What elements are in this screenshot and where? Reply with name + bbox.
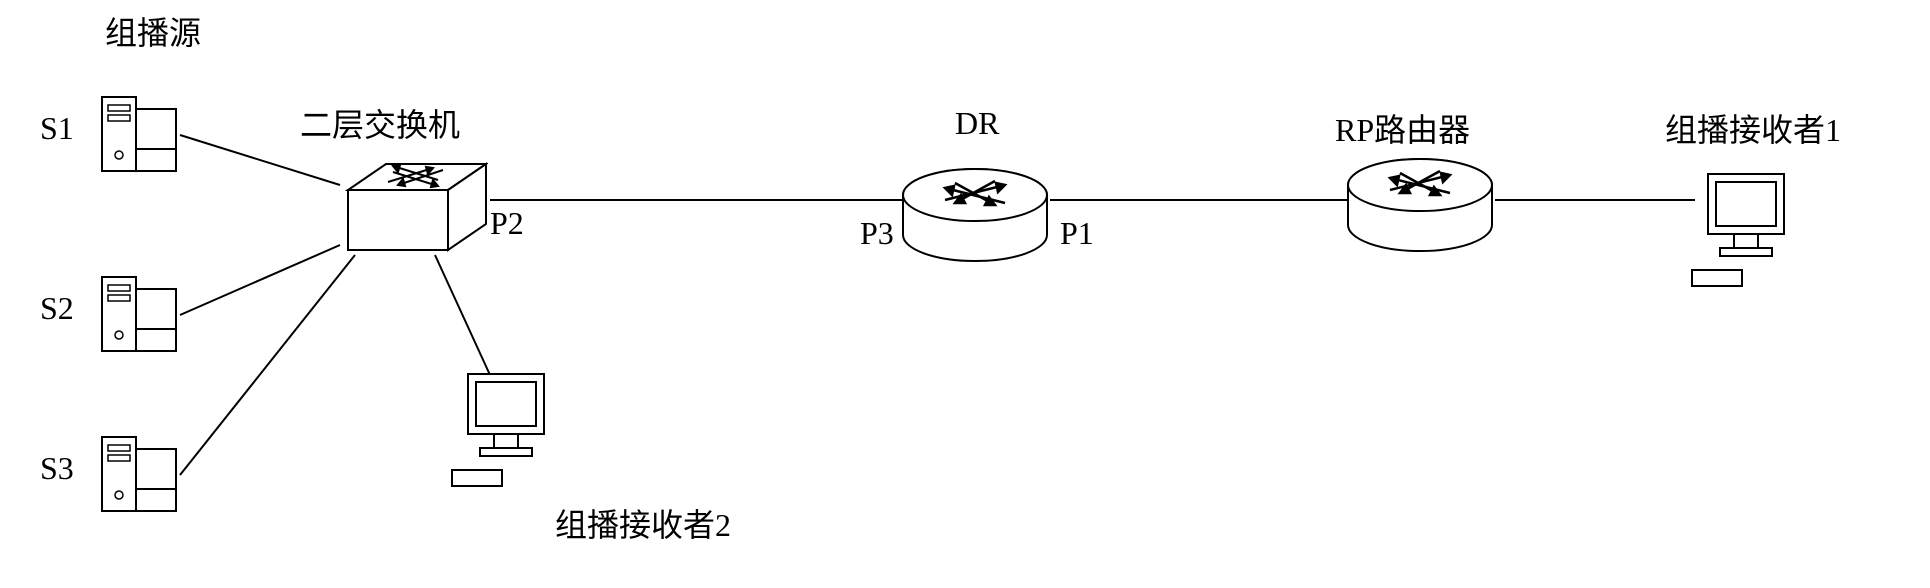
label-s1: S1 (40, 110, 74, 147)
label-switch: 二层交换机 (300, 100, 460, 146)
server-icon (100, 95, 180, 173)
label-sources-title: 组播源 (105, 8, 201, 54)
device-s2_host (100, 275, 180, 353)
device-recv2_pc (450, 370, 560, 490)
router-icon (1345, 155, 1495, 255)
pc-icon (450, 370, 560, 490)
label-port-p1: P1 (1060, 215, 1094, 252)
links-layer (0, 0, 1930, 588)
label-s3: S3 (40, 450, 74, 487)
device-s1_host (100, 95, 180, 173)
link-s2_host-switch (180, 245, 340, 315)
device-recv1_pc (1690, 170, 1800, 290)
server-icon (100, 275, 180, 353)
label-port-p2: P2 (490, 205, 524, 242)
label-dr: DR (955, 105, 999, 142)
switch-icon (338, 160, 488, 255)
device-rp (1345, 155, 1495, 255)
label-rp: RP路由器 (1335, 105, 1470, 151)
router-icon (900, 165, 1050, 265)
server-icon (100, 435, 180, 513)
pc-icon (1690, 170, 1800, 290)
device-s3_host (100, 435, 180, 513)
device-switch (338, 160, 488, 255)
label-receiver2: 组播接收者2 (555, 500, 731, 546)
link-s3_host-switch (180, 255, 355, 475)
label-s2: S2 (40, 290, 74, 327)
label-port-p3: P3 (860, 215, 894, 252)
link-recv2_pc-switch (435, 255, 490, 375)
label-receiver1: 组播接收者1 (1665, 105, 1841, 151)
device-dr (900, 165, 1050, 265)
